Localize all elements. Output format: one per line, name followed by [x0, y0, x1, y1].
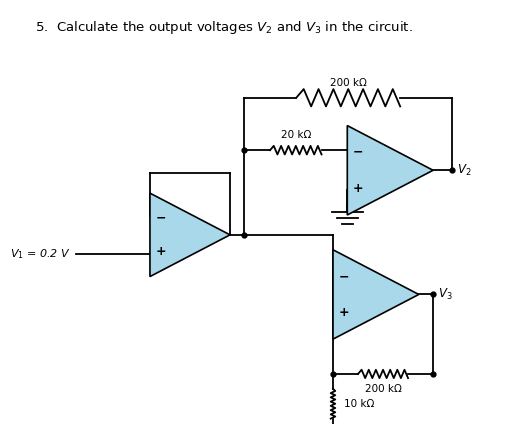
Polygon shape — [333, 250, 419, 339]
Text: 200 kΩ: 200 kΩ — [330, 78, 367, 88]
Text: +: + — [339, 306, 349, 319]
Text: $V_3$: $V_3$ — [438, 287, 452, 302]
Text: 20 kΩ: 20 kΩ — [280, 130, 311, 140]
Text: 10 kΩ: 10 kΩ — [345, 399, 375, 409]
Polygon shape — [347, 125, 433, 215]
Text: +: + — [156, 245, 166, 258]
Text: −: − — [339, 270, 349, 283]
Polygon shape — [150, 193, 230, 277]
Text: −: − — [156, 212, 166, 225]
Text: $V_2$: $V_2$ — [457, 163, 471, 178]
Text: $V_1$ = 0.2 V: $V_1$ = 0.2 V — [11, 247, 71, 261]
Text: +: + — [353, 181, 363, 195]
Text: 5.  Calculate the output voltages $V_2$ and $V_3$ in the circuit.: 5. Calculate the output voltages $V_2$ a… — [35, 19, 412, 36]
Text: 200 kΩ: 200 kΩ — [365, 384, 401, 394]
Text: −: − — [353, 146, 363, 159]
